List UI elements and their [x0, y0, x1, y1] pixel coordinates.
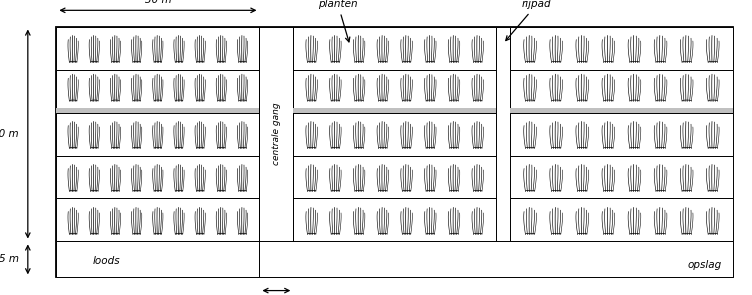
- Text: planten: planten: [318, 0, 358, 42]
- Bar: [293, 155, 496, 199]
- Bar: [56, 27, 733, 277]
- Text: 30 m: 30 m: [144, 0, 171, 5]
- Bar: [56, 27, 259, 70]
- Text: 5 m: 5 m: [0, 254, 19, 264]
- Text: 30 m: 30 m: [0, 129, 19, 139]
- Bar: [510, 27, 733, 70]
- Bar: [510, 70, 733, 112]
- Text: opslag: opslag: [687, 260, 722, 270]
- Bar: [510, 199, 733, 242]
- Bar: [56, 155, 259, 199]
- Text: rijpad: rijpad: [506, 0, 551, 41]
- Bar: [56, 199, 259, 242]
- Bar: [293, 112, 496, 155]
- Bar: [496, 27, 510, 242]
- Bar: [510, 112, 733, 155]
- Text: centrale gang: centrale gang: [272, 103, 280, 165]
- Bar: [259, 242, 733, 277]
- Bar: [56, 70, 259, 112]
- Text: loods: loods: [93, 256, 120, 266]
- Bar: [259, 27, 293, 242]
- Bar: [56, 112, 259, 155]
- Bar: [293, 199, 496, 242]
- Bar: [56, 242, 259, 277]
- Bar: [510, 155, 733, 199]
- Bar: [293, 70, 496, 112]
- Bar: [56, 108, 259, 112]
- Bar: [293, 27, 496, 70]
- Bar: [293, 108, 496, 112]
- Bar: [510, 108, 733, 112]
